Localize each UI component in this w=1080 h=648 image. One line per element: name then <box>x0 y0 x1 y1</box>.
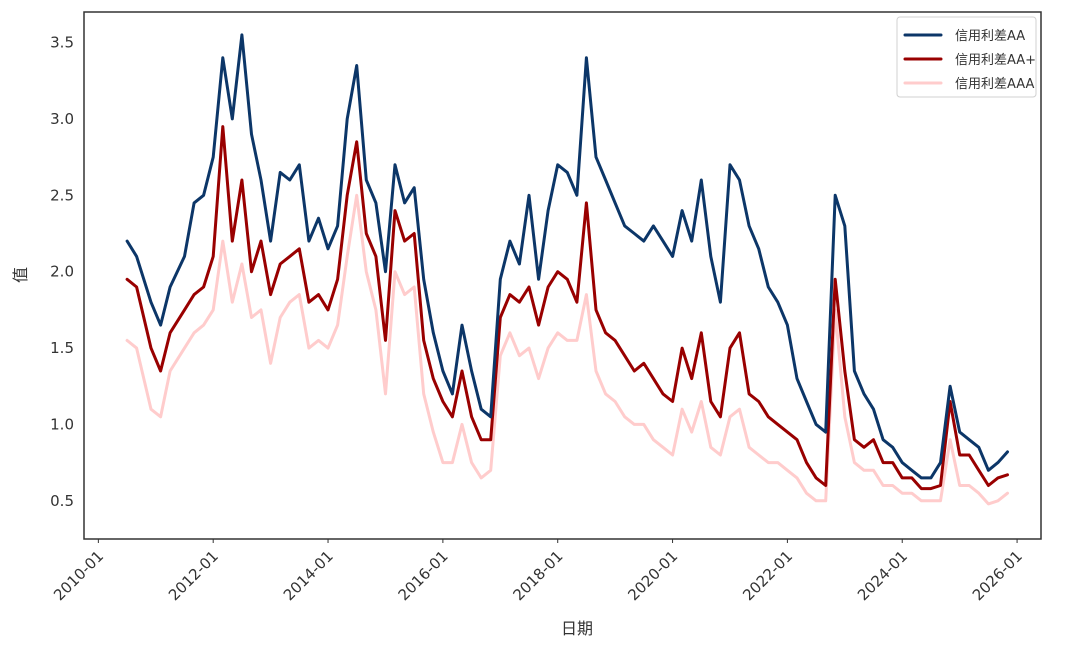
legend-label-2: 信用利差AA+ <box>955 53 1036 68</box>
series-layer <box>125 33 1009 506</box>
y-tick-label: 3.5 <box>50 34 74 52</box>
series-line-2 <box>125 125 1009 491</box>
y-tick-label: 1.5 <box>50 339 74 357</box>
y-tick-label: 3.0 <box>50 110 74 128</box>
legend: 信用利差AA 信用利差AA+ 信用利差AAA <box>896 16 1037 98</box>
legend-label-1: 信用利差AA <box>955 29 1025 44</box>
y-tick-label: 1.0 <box>50 415 74 433</box>
x-axis-title: 日期 <box>561 619 593 638</box>
series-line-1 <box>125 33 1009 480</box>
legend-label-3: 信用利差AAA <box>955 77 1035 92</box>
y-tick-label: 0.5 <box>50 492 74 510</box>
y-axis-title: 值 <box>11 267 30 283</box>
y-axis: 0.5 1.0 1.5 2.0 2.5 3.0 3.5 <box>50 34 74 510</box>
y-tick-label: 2.0 <box>50 263 74 281</box>
plot-frame <box>83 11 1042 540</box>
series-line-3 <box>125 193 1009 506</box>
legend-frame <box>896 16 1037 98</box>
y-tick-label: 2.5 <box>50 186 74 204</box>
